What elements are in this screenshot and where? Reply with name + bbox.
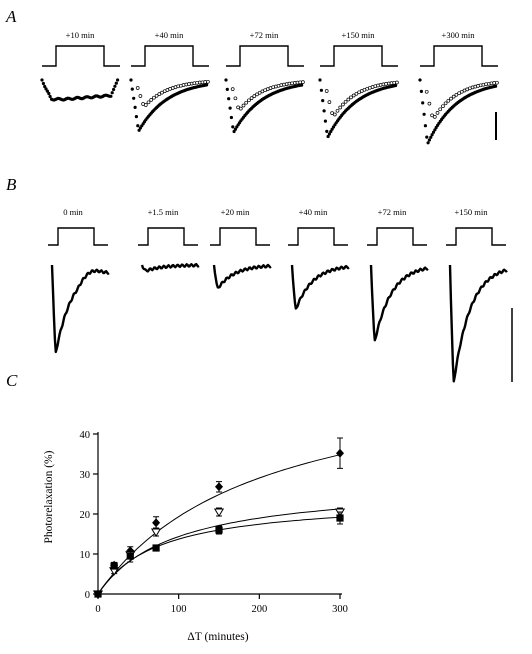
x-tick-label-2: 200 bbox=[251, 604, 267, 615]
y-tick-label-1: 10 bbox=[80, 550, 91, 561]
panel-a-stimulus-0 bbox=[42, 45, 120, 67]
panel-b-time-label-5: +150 min bbox=[455, 207, 489, 217]
panel-c-chart: 0 10 20 30 40 0 100 200 300 ΔT (minutes) Photore… bbox=[43, 430, 348, 643]
panel-a-response-3 bbox=[318, 78, 398, 139]
panel-b-time-label-2: +20 min bbox=[221, 207, 250, 217]
y-tick-label-0: 0 bbox=[85, 590, 90, 601]
data-point-2-1 bbox=[110, 562, 118, 570]
panel-b-stimulus-3 bbox=[288, 227, 348, 246]
data-point-0-3 bbox=[152, 518, 161, 528]
panel-b-stimulus-2 bbox=[210, 227, 270, 246]
panel-b-response-4 bbox=[369, 264, 429, 342]
panel-a-time-label-4: +300 min bbox=[442, 30, 476, 40]
panel-b-time-label-4: +72 min bbox=[378, 207, 407, 217]
data-point-1-4 bbox=[213, 508, 225, 517]
panel-c-letter: C bbox=[6, 371, 18, 390]
y-tick-label-4: 40 bbox=[80, 430, 91, 441]
y-tick-label-3: 30 bbox=[80, 470, 91, 481]
panel-a-control-1 bbox=[135, 79, 210, 107]
panel-a-time-label-3: +150 min bbox=[342, 30, 376, 40]
panel-a-response-1 bbox=[129, 78, 209, 132]
fit-curve-0 bbox=[97, 454, 341, 595]
panel-b-response-0 bbox=[50, 264, 110, 354]
panel-b-response-3 bbox=[290, 264, 350, 310]
panel-a-stimulus-4 bbox=[420, 45, 498, 67]
panel-b-stimulus-4 bbox=[367, 227, 427, 246]
panel-a-stimulus-3 bbox=[320, 45, 398, 67]
y-axis-title: Photorelaxation (%) bbox=[43, 450, 55, 543]
x-tick-label-3: 300 bbox=[332, 604, 348, 615]
panel-b-traces: 0 min +1.5 min +20 min +40 min +72 min +150 m… bbox=[48, 207, 508, 383]
panel-b-stimulus-5 bbox=[446, 227, 506, 246]
panel-a-control-2 bbox=[230, 80, 305, 111]
data-point-1-3 bbox=[150, 528, 162, 537]
data-point-2-2 bbox=[126, 552, 134, 560]
x-tick-label-1: 100 bbox=[171, 604, 187, 615]
chart-fit-curves bbox=[97, 454, 341, 595]
panel-a-stimulus-2 bbox=[226, 45, 304, 67]
panel-a-stimulus-1 bbox=[131, 45, 209, 67]
panel-a-response-4 bbox=[418, 78, 498, 145]
panel-b-response-1 bbox=[140, 262, 200, 273]
panel-a-time-label-1: +40 min bbox=[155, 30, 184, 40]
x-tick-label-0: 0 bbox=[95, 604, 100, 615]
data-point-0-4 bbox=[215, 482, 223, 492]
panel-a-time-label-2: +72 min bbox=[250, 30, 279, 40]
panel-b-stimulus-0 bbox=[48, 227, 108, 246]
panel-b-letter: B bbox=[6, 175, 17, 194]
y-tick-label-2: 20 bbox=[80, 510, 91, 521]
data-point-2-4 bbox=[215, 526, 223, 534]
panel-a-control-4 bbox=[424, 80, 499, 119]
panel-b-response-5 bbox=[448, 264, 508, 383]
data-point-2-3 bbox=[152, 544, 160, 552]
panel-a-letter: A bbox=[5, 7, 17, 26]
data-point-2-5 bbox=[336, 514, 344, 522]
panel-b-time-label-3: +40 min bbox=[299, 207, 328, 217]
panel-b-stimulus-1 bbox=[138, 227, 198, 246]
chart-axes: 0 10 20 30 40 0 100 200 300 bbox=[80, 430, 348, 615]
panel-a-time-label-0: +10 min bbox=[66, 30, 95, 40]
data-point-2-0 bbox=[94, 590, 102, 598]
panel-b-time-label-0: 0 min bbox=[63, 207, 83, 217]
panel-b-response-2 bbox=[212, 263, 272, 289]
panel-a-traces: +10 min +40 min +72 min +150 min +300 min bbox=[40, 30, 499, 145]
x-axis-title: ΔT (minutes) bbox=[187, 631, 248, 643]
panel-a-control-3 bbox=[324, 80, 399, 117]
panel-b-time-label-1: +1.5 min bbox=[148, 207, 180, 217]
data-point-0-5 bbox=[336, 448, 344, 458]
panel-a-response-2 bbox=[224, 78, 304, 134]
panel-a-response-0 bbox=[40, 78, 120, 102]
chart-data-points bbox=[92, 437, 346, 599]
